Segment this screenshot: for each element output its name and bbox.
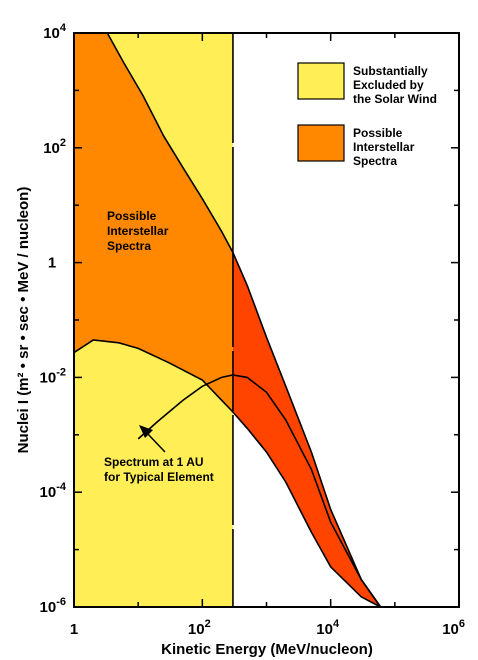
- upper-bound-curve: [106, 32, 382, 608]
- spectrum-label-line: for Typical Element: [104, 470, 214, 484]
- plot-curves: [73, 32, 382, 608]
- legend-label-line: Possible: [353, 126, 403, 140]
- y-axis-title: Nuclei I (m² • sr • sec • MeV / nucleon): [15, 187, 32, 454]
- axis-ticks: [73, 32, 460, 608]
- region-label-line: Possible: [107, 209, 157, 223]
- y-tick-label: 10-6: [40, 596, 66, 616]
- region-label-line: Interstellar: [107, 224, 169, 238]
- legend-label-line: the Solar Wind: [353, 92, 437, 106]
- x-axis-title: Kinetic Energy (MeV/nucleon): [161, 641, 373, 658]
- y-tick-labels: 104 102 1 10-2 10-4 10-6: [40, 22, 67, 616]
- x-tick-label: 106: [442, 618, 465, 638]
- y-tick-label: 102: [43, 137, 66, 157]
- x-tick-label: 104: [316, 618, 340, 638]
- spectrum-arrow-head: [139, 425, 153, 438]
- plot-fills: [74, 33, 381, 607]
- x-tick-label: 1: [70, 621, 78, 638]
- legend-swatch: [297, 62, 345, 100]
- lower-bound-curve: [73, 339, 381, 608]
- region-label-line: Spectra: [107, 239, 151, 253]
- x-tick-label: 102: [188, 618, 211, 638]
- y-tick-label: 1: [48, 255, 56, 272]
- legend-label-line: Substantially: [353, 64, 428, 78]
- x-tick-labels: 1 102 104 106: [70, 618, 465, 638]
- y-tick-label: 10-4: [40, 481, 67, 501]
- legend-label-line: Excluded by: [353, 78, 424, 92]
- interstellar-band-fill: [74, 33, 233, 412]
- y-tick-label: 104: [43, 22, 67, 42]
- spectrum-arrow: [145, 431, 166, 453]
- legend-label-line: Spectra: [353, 154, 397, 168]
- legend-label-line: Interstellar: [353, 140, 415, 154]
- spectrum-label-line: Spectrum at 1 AU: [104, 455, 204, 469]
- y-tick-label: 10-2: [40, 366, 66, 386]
- legend-swatch: [297, 124, 345, 162]
- spectrum-1au-curve: [137, 374, 382, 608]
